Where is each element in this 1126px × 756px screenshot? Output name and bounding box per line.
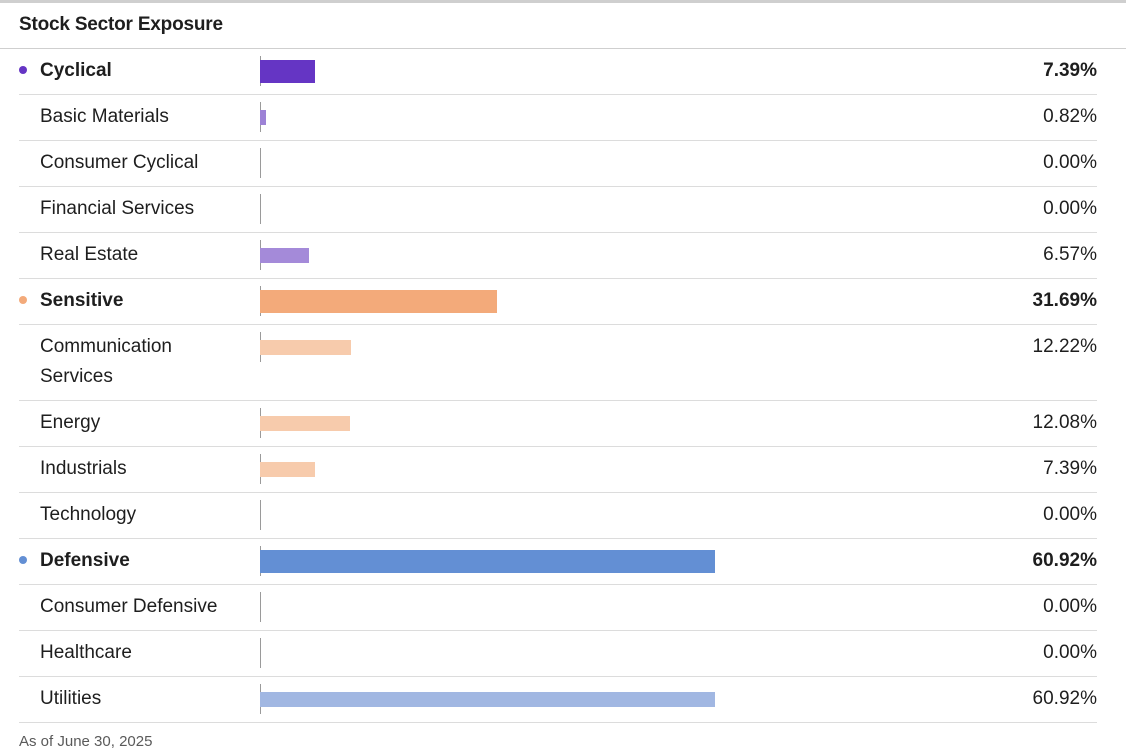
top-rule	[0, 0, 1126, 3]
row-label: Communication Services	[40, 336, 172, 387]
value-label: 7.39%	[1043, 458, 1097, 479]
sector-exposure-table: Cyclical 7.39% Basic Materials 0.82% Consume…	[19, 49, 1097, 723]
row-label: Cyclical	[40, 60, 112, 81]
legend-dot	[19, 66, 27, 74]
value-label: 0.00%	[1043, 198, 1097, 219]
bar	[260, 416, 351, 431]
sector-row-energy: Energy 12.08%	[19, 401, 1097, 447]
as-of-date: As of June 30, 2025	[19, 733, 153, 750]
group-row-cyclical: Cyclical 7.39%	[19, 49, 1097, 95]
chart-title: Stock Sector Exposure	[19, 14, 223, 35]
row-label: Consumer Defensive	[40, 596, 218, 617]
row-label: Industrials	[40, 458, 127, 479]
row-label: Financial Services	[40, 198, 195, 219]
bar-baseline	[260, 148, 261, 178]
sector-row-utilities: Utilities 60.92%	[19, 677, 1097, 723]
bar-baseline	[260, 500, 261, 530]
bar	[260, 290, 497, 313]
row-label: Real Estate	[40, 244, 139, 265]
bar-baseline	[260, 638, 261, 668]
row-label: Energy	[40, 412, 101, 433]
sector-row-real-estate: Real Estate 6.57%	[19, 233, 1097, 279]
value-label: 0.00%	[1043, 152, 1097, 173]
sector-row-healthcare: Healthcare 0.00%	[19, 631, 1097, 677]
value-label: 6.57%	[1043, 244, 1097, 265]
bar	[260, 340, 352, 355]
value-label: 60.92%	[1032, 550, 1097, 571]
value-label: 12.22%	[1032, 336, 1097, 357]
row-label: Consumer Cyclical	[40, 152, 199, 173]
group-row-defensive: Defensive 60.92%	[19, 539, 1097, 585]
legend-dot	[19, 556, 27, 564]
sector-row-financial-services: Financial Services 0.00%	[19, 187, 1097, 233]
value-label: 31.69%	[1032, 290, 1097, 311]
legend-dot	[19, 296, 27, 304]
bar-baseline	[260, 592, 261, 622]
sector-row-consumer-cyclical: Consumer Cyclical 0.00%	[19, 141, 1097, 187]
bar	[260, 110, 267, 125]
bar	[260, 248, 310, 263]
value-label: 0.00%	[1043, 504, 1097, 525]
sector-row-technology: Technology 0.00%	[19, 493, 1097, 539]
bar	[260, 692, 715, 707]
sector-row-consumer-defensive: Consumer Defensive 0.00%	[19, 585, 1097, 631]
row-label: Defensive	[40, 550, 130, 571]
value-label: 7.39%	[1043, 60, 1097, 81]
value-label: 0.00%	[1043, 642, 1097, 663]
sector-row-basic-materials: Basic Materials 0.82%	[19, 95, 1097, 141]
header: Stock Sector Exposure	[0, 3, 1126, 49]
sector-row-industrials: Industrials 7.39%	[19, 447, 1097, 493]
value-label: 0.00%	[1043, 596, 1097, 617]
value-label: 0.82%	[1043, 106, 1097, 127]
row-label: Basic Materials	[40, 106, 169, 127]
row-label: Utilities	[40, 688, 102, 709]
value-label: 60.92%	[1032, 688, 1097, 709]
bar	[260, 60, 316, 83]
bar	[260, 550, 715, 573]
value-label: 12.08%	[1032, 412, 1097, 433]
row-label: Technology	[40, 504, 137, 525]
bar	[260, 462, 316, 477]
sector-row-communication-services: Communication Services 12.22%	[19, 325, 1097, 401]
row-label: Sensitive	[40, 290, 124, 311]
group-row-sensitive: Sensitive 31.69%	[19, 279, 1097, 325]
row-label: Healthcare	[40, 642, 132, 663]
bar-baseline	[260, 194, 261, 224]
